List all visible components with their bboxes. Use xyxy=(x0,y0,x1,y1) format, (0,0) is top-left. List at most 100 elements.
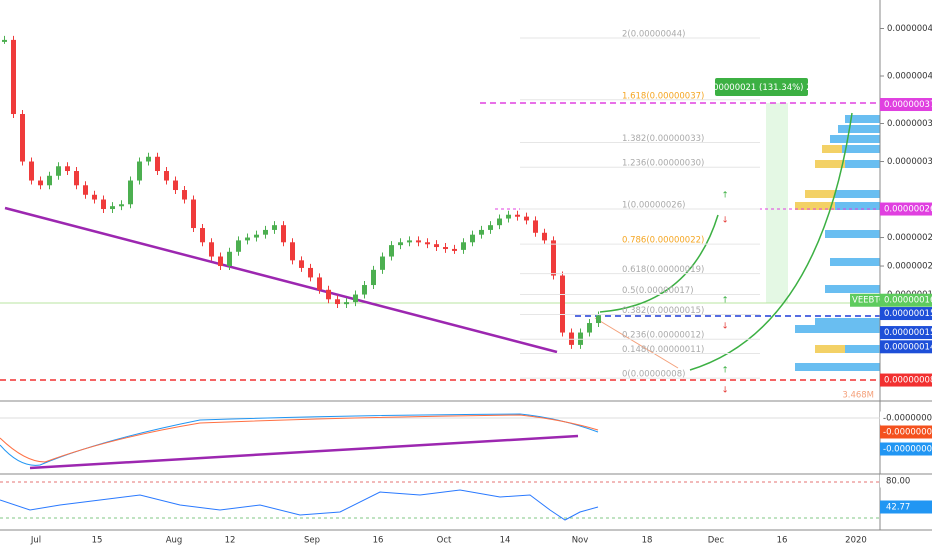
rsi-tag xyxy=(880,474,932,488)
candle xyxy=(389,245,394,257)
candle xyxy=(362,285,367,295)
x-tick-label: Jul xyxy=(30,536,41,546)
macd-line xyxy=(0,413,599,466)
candle xyxy=(587,323,592,333)
measure-box xyxy=(715,78,808,96)
candle xyxy=(470,234,475,243)
candle xyxy=(308,267,313,278)
candle xyxy=(506,214,511,219)
x-tick-label: 18 xyxy=(642,536,653,546)
symbol-price-box xyxy=(880,293,932,307)
volume-label: 3.468M xyxy=(842,391,874,401)
candle xyxy=(29,161,34,181)
macd-trendline xyxy=(29,434,579,470)
measure-label: 0.00000021 (131.34%) 21 xyxy=(705,83,817,93)
svg-text:↓: ↓ xyxy=(721,386,728,396)
candle xyxy=(74,171,79,186)
candle xyxy=(596,315,601,324)
candle xyxy=(182,190,187,200)
candle xyxy=(317,277,322,290)
fib-label: 0.236(0.00000012) xyxy=(622,331,704,341)
price-tag-box xyxy=(880,202,932,216)
macd-tag xyxy=(880,425,932,439)
x-tick-label: 15 xyxy=(92,536,103,546)
candle xyxy=(119,204,124,207)
price-tag: 0.00000008 xyxy=(884,376,932,386)
candle xyxy=(227,251,232,267)
candle xyxy=(407,240,412,243)
candle xyxy=(380,256,385,270)
candle xyxy=(65,166,70,172)
candle xyxy=(83,185,88,195)
fib-label: 0.382(0.00000015) xyxy=(622,306,704,316)
price-tag-box xyxy=(880,98,932,112)
candle xyxy=(551,240,556,276)
x-tick-label: 16 xyxy=(777,536,788,546)
fib-label: 0.618(0.00000019) xyxy=(622,265,704,275)
x-tick-label: Sep xyxy=(304,536,320,546)
candle xyxy=(209,242,214,257)
candle xyxy=(128,180,133,205)
path-arrow xyxy=(599,214,719,313)
candle xyxy=(173,180,178,191)
candle xyxy=(56,166,61,176)
candle xyxy=(515,214,520,217)
fib-label: 1.236(0.00000030) xyxy=(622,159,704,169)
y-tick-label: 0.00000045 xyxy=(887,24,932,34)
candle xyxy=(479,229,484,235)
price-tag: 0.00000015 xyxy=(884,328,932,338)
rsi-label: 42.77 xyxy=(886,503,910,513)
price-tag-box xyxy=(880,326,932,340)
candle xyxy=(542,232,547,241)
candle xyxy=(452,248,457,251)
candle xyxy=(218,256,223,267)
macd-label: -0.00000002 xyxy=(883,445,932,455)
price-tag: 0.00000014 xyxy=(884,342,932,352)
fib-label: 0.148(0.00000011) xyxy=(622,345,704,355)
projection-zone xyxy=(766,103,788,303)
trendline xyxy=(4,206,558,354)
candle xyxy=(272,225,277,230)
candle xyxy=(335,299,340,305)
fib-label: 1.382(0.00000033) xyxy=(622,134,704,144)
fib-label: 1(0.00000026) xyxy=(622,201,685,211)
fib-label: 1.618(0.00000037) xyxy=(622,91,704,101)
rsi-line xyxy=(0,489,599,521)
svg-text:↑: ↑ xyxy=(721,191,728,201)
candle xyxy=(434,244,439,248)
x-tick-label: 14 xyxy=(500,536,511,546)
candle xyxy=(11,39,16,115)
candle xyxy=(560,275,565,333)
price-tag-box xyxy=(880,373,932,387)
candle xyxy=(416,240,421,243)
path-arrow xyxy=(594,317,679,369)
fib-label: 0.786(0.00000022) xyxy=(622,236,704,246)
candle xyxy=(371,269,376,286)
candle xyxy=(155,156,160,172)
x-tick-label: Oct xyxy=(437,536,452,546)
candle xyxy=(146,156,151,162)
x-tick-label: Aug xyxy=(166,536,183,546)
candle xyxy=(425,242,430,245)
svg-text:↓: ↓ xyxy=(721,216,728,226)
y-tick-label: 0.00000023 xyxy=(887,233,932,243)
candle xyxy=(326,289,331,300)
symbol-price: 0.00000016 xyxy=(884,296,932,306)
rsi-label: 80.00 xyxy=(886,477,910,487)
candle xyxy=(245,237,250,241)
price-tag: 0.00000037 xyxy=(884,100,932,110)
candle xyxy=(488,225,493,230)
candle xyxy=(38,180,43,186)
symbol-box xyxy=(850,293,880,307)
price-tag: 0.00000026 xyxy=(884,205,932,215)
price-tag-box xyxy=(880,307,932,321)
svg-text:↑: ↑ xyxy=(721,296,728,306)
macd-tag xyxy=(880,411,932,425)
candle xyxy=(20,114,25,162)
macd-tag xyxy=(880,442,932,456)
candle xyxy=(398,242,403,246)
candle xyxy=(290,242,295,261)
